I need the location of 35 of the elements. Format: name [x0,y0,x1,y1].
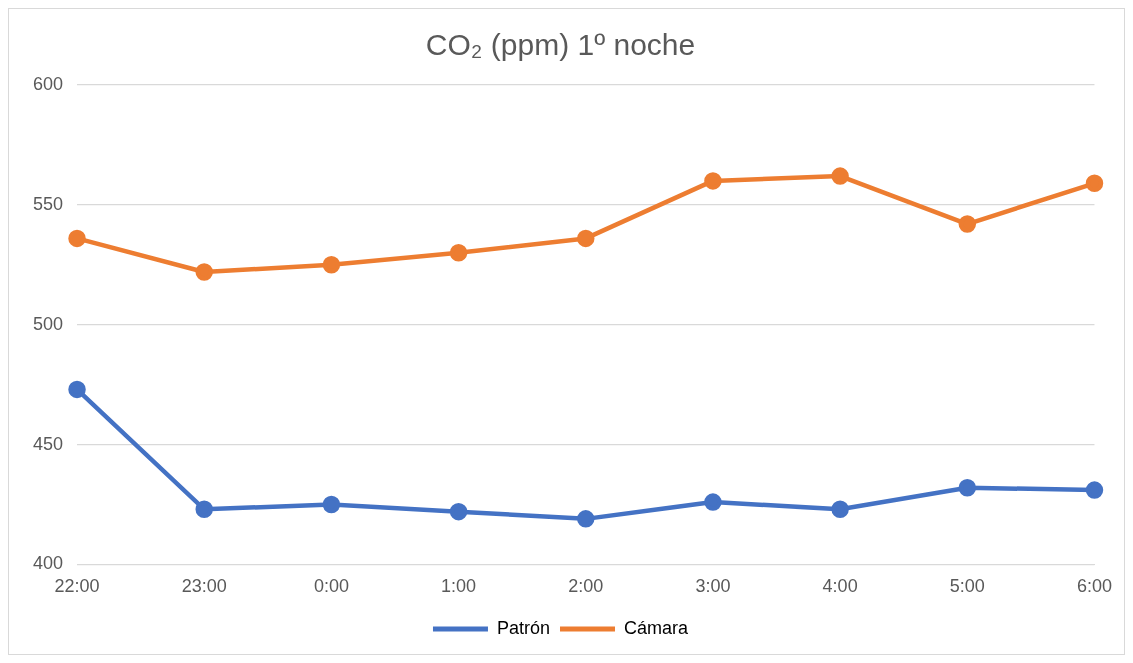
x-tick-label: 22:00 [54,576,100,597]
legend-label: Patrón [496,617,551,638]
point [449,244,468,262]
x-tick-label: 6:00 [1076,576,1113,597]
x-tick-label: 23:00 [181,576,227,597]
x-tick-label: 0:00 [313,576,349,597]
chart-title: CO₂ (ppm) 1º noche [425,28,696,62]
point [68,380,86,399]
x-tick-label: 3:00 [695,576,731,597]
point [704,172,722,190]
point [831,167,849,185]
x-tick-label: 4:00 [822,576,858,597]
y-tick-label: 400 [32,553,64,574]
y-tick-label: 550 [32,193,64,214]
point [831,500,849,519]
point [449,502,468,521]
point [195,263,213,281]
y-tick-label: 450 [32,433,64,454]
point [1085,481,1104,499]
point [577,510,595,528]
point [958,478,977,497]
point [1085,174,1104,193]
x-tick-label: 5:00 [949,576,985,597]
point [704,493,722,511]
point [577,229,595,248]
x-tick-label: 2:00 [568,576,604,597]
y-tick-label: 600 [32,73,64,94]
x-tick-label: 1:00 [441,576,477,597]
point [322,495,341,514]
point [322,256,341,274]
point [195,500,213,519]
point [68,229,86,248]
point [958,215,977,233]
legend-label: Cámara [624,617,690,638]
y-tick-label: 500 [32,313,64,334]
